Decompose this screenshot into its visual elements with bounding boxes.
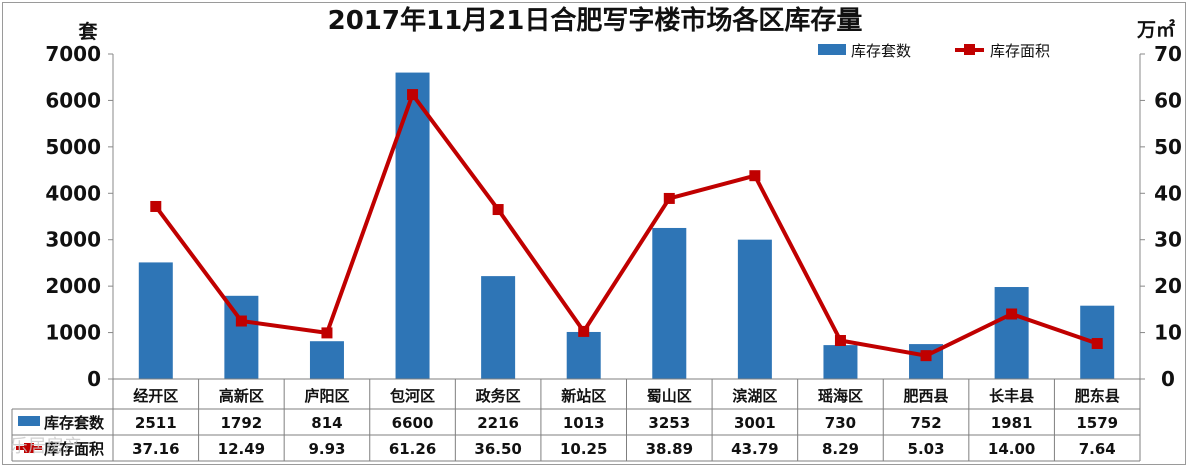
bar-滨湖区 [737, 239, 772, 379]
legend: 库存套数 库存面积 [818, 42, 1050, 60]
table-value-area: 43.79 [731, 440, 778, 458]
category-label: 包河区 [390, 387, 435, 405]
line-point-肥西县 [920, 350, 932, 362]
table-row-header-units: 库存套数 [44, 414, 105, 432]
left-tick-label: 0 [87, 367, 101, 391]
right-tick-label: 10 [1154, 321, 1182, 345]
line-point-经开区 [150, 200, 162, 212]
table-value-area: 14.00 [988, 440, 1035, 458]
right-tick-label: 60 [1154, 88, 1182, 112]
bar-新站区 [566, 331, 601, 379]
bar-庐阳区 [309, 341, 344, 379]
category-label: 肥西县 [904, 387, 949, 405]
table-value-area: 38.89 [646, 440, 693, 458]
left-tick-label: 2000 [45, 274, 101, 298]
table-row-header-area: 库存面积 [44, 440, 104, 458]
table-value-units: 730 [825, 414, 856, 432]
category-label: 肥东县 [1075, 387, 1120, 405]
table-value-units: 3253 [648, 414, 690, 432]
category-label: 政务区 [476, 387, 521, 405]
category-label: 滨湖区 [732, 387, 777, 405]
table-value-area: 12.49 [218, 440, 265, 458]
table-bar-key [18, 416, 40, 426]
line-point-瑶海区 [834, 335, 846, 347]
right-tick-label: 30 [1154, 228, 1182, 252]
legend-bar-swatch [818, 44, 846, 55]
bar-高新区 [224, 295, 259, 379]
left-tick-label: 7000 [45, 42, 101, 66]
left-tick-label: 1000 [45, 321, 101, 345]
bar-包河区 [395, 72, 430, 380]
legend-line-marker [964, 44, 975, 55]
table-value-units: 814 [311, 414, 342, 432]
right-tick-label: 70 [1154, 42, 1182, 66]
right-tick-label: 0 [1161, 367, 1175, 391]
line-point-新站区 [578, 325, 590, 337]
left-tick-label: 6000 [45, 88, 101, 112]
category-label: 经开区 [133, 387, 178, 405]
area-series-line [154, 92, 1098, 358]
legend-bar-label: 库存套数 [851, 42, 911, 60]
bar-政务区 [481, 276, 516, 379]
line-point-蜀山区 [663, 192, 675, 204]
table-value-units: 752 [910, 414, 941, 432]
table-value-units: 1013 [563, 414, 605, 432]
line-point-肥东县 [1091, 338, 1103, 350]
category-label: 高新区 [219, 387, 264, 405]
plot-area: 0 1000 2000 3000 4000 5000 6000 7000 0 10 20 30 40 50… [45, 42, 1182, 391]
table-value-units: 1792 [221, 414, 263, 432]
line-point-长丰县 [1006, 308, 1018, 320]
chart-title: 2017年11月21日合肥写字楼市场各区库存量 [328, 5, 863, 36]
category-label: 新站区 [561, 387, 606, 405]
table-value-area: 37.16 [132, 440, 179, 458]
category-label: 长丰县 [989, 387, 1034, 405]
category-label: 蜀山区 [647, 387, 692, 405]
table-value-units: 3001 [734, 414, 776, 432]
left-tick-label: 4000 [45, 181, 101, 205]
table-value-area: 7.64 [1079, 440, 1116, 458]
table-value-units: 1579 [1076, 414, 1118, 432]
table-value-area: 8.29 [822, 440, 859, 458]
table-value-units: 2511 [135, 414, 177, 432]
right-tick-label: 50 [1154, 135, 1182, 159]
line-point-滨湖区 [749, 170, 761, 182]
legend-line-label: 库存面积 [990, 42, 1050, 60]
data-table: 经开区 高新区 庐阳区 包河区 政务区 新站区 蜀山区 滨湖区 瑶海区 肥西县 长丰县 肥东县库存套数… [11, 378, 1141, 462]
table-value-area: 36.50 [474, 440, 521, 458]
category-label: 庐阳区 [304, 387, 349, 405]
left-tick-label: 3000 [45, 228, 101, 252]
bar-经开区 [138, 262, 173, 379]
table-value-area: 9.93 [308, 440, 345, 458]
bar-瑶海区 [823, 345, 858, 379]
right-tick-label: 40 [1154, 181, 1182, 205]
line-point-高新区 [235, 315, 247, 327]
left-axis-unit: 套 [77, 20, 98, 43]
line-point-包河区 [407, 89, 419, 101]
line-point-庐阳区 [321, 327, 333, 339]
table-value-units: 6600 [392, 414, 434, 432]
table-value-area: 61.26 [389, 440, 436, 458]
bar-长丰县 [994, 287, 1029, 379]
table-value-units: 2216 [477, 414, 519, 432]
table-value-units: 1981 [991, 414, 1033, 432]
right-tick-label: 20 [1154, 274, 1182, 298]
line-point-政务区 [492, 204, 504, 216]
bar-蜀山区 [652, 227, 687, 379]
table-line-key-marker [24, 443, 34, 453]
left-tick-label: 5000 [45, 135, 101, 159]
watermark: 乐居房产 [10, 436, 82, 457]
table-value-area: 5.03 [908, 440, 945, 458]
right-axis-unit: 万㎡ [1136, 18, 1175, 41]
table-value-area: 10.25 [560, 440, 607, 458]
category-label: 瑶海区 [818, 387, 863, 405]
